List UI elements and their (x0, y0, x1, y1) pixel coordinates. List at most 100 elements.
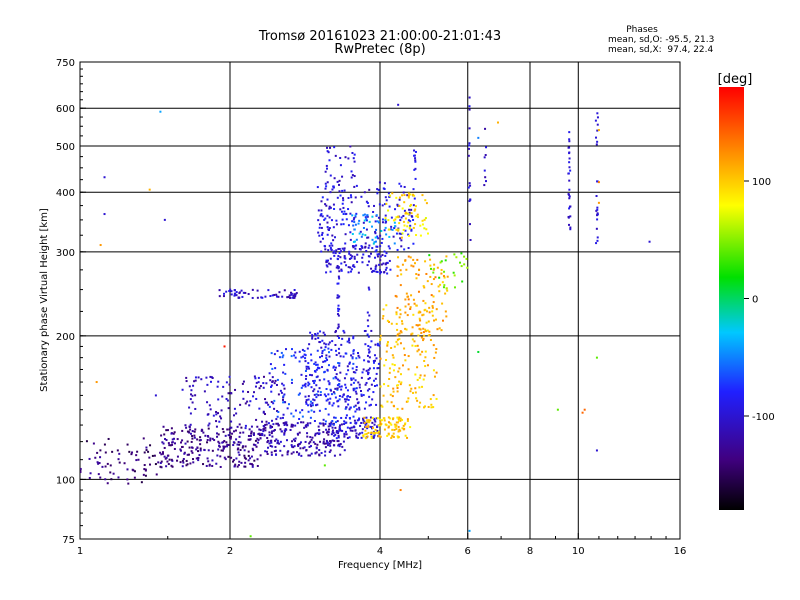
data-point (217, 398, 220, 401)
data-point (338, 379, 341, 382)
data-point (380, 229, 383, 232)
data-point (356, 260, 359, 263)
data-point (282, 396, 285, 399)
data-point (329, 270, 332, 273)
data-point (269, 424, 272, 427)
data-point (399, 330, 402, 333)
data-point (283, 387, 286, 390)
data-point (273, 353, 276, 356)
data-point (406, 436, 409, 439)
data-point (406, 400, 409, 403)
data-point (185, 459, 188, 462)
data-point (179, 449, 182, 452)
data-point (354, 404, 357, 407)
data-point (339, 208, 342, 211)
data-point (352, 335, 355, 338)
data-point (308, 343, 311, 346)
data-point (334, 426, 337, 429)
data-point (325, 431, 328, 434)
data-point (424, 260, 427, 263)
data-point (241, 446, 244, 449)
data-point (395, 340, 398, 343)
data-point (359, 390, 362, 393)
data-point (438, 276, 441, 279)
data-point (230, 293, 233, 296)
data-point (358, 232, 361, 235)
data-point (264, 401, 267, 404)
data-point (320, 452, 323, 455)
data-point (236, 443, 239, 446)
data-point (407, 247, 410, 250)
data-point (396, 334, 399, 337)
data-point (349, 270, 352, 273)
data-point (285, 348, 288, 351)
data-point (421, 385, 424, 388)
data-point (327, 428, 330, 431)
data-point (368, 421, 371, 424)
data-point (329, 440, 332, 443)
data-point (351, 220, 354, 223)
data-point (327, 343, 330, 346)
data-point (390, 436, 393, 439)
data-point (286, 451, 289, 454)
data-point (106, 462, 109, 465)
data-point (264, 429, 267, 432)
data-point (594, 119, 597, 122)
data-point (237, 447, 240, 450)
data-point (330, 433, 333, 436)
data-point (276, 439, 279, 442)
data-point (435, 371, 438, 374)
data-point (412, 226, 415, 229)
data-point (314, 370, 317, 373)
data-point (353, 426, 356, 429)
data-point (256, 441, 259, 444)
data-point (193, 436, 196, 439)
data-point (308, 382, 311, 385)
data-point (395, 424, 398, 427)
data-point (483, 156, 486, 159)
data-point (235, 457, 238, 460)
data-point (347, 271, 350, 274)
data-point (169, 444, 172, 447)
data-point (396, 390, 399, 393)
data-point (370, 267, 373, 270)
data-point (140, 481, 143, 484)
data-point (357, 271, 360, 274)
data-point (425, 202, 428, 205)
data-point (171, 443, 174, 446)
data-point (432, 369, 435, 372)
data-point (265, 420, 268, 423)
data-point (254, 439, 257, 442)
data-point (374, 420, 377, 423)
data-point (254, 377, 257, 380)
data-point (309, 403, 312, 406)
data-point (362, 435, 365, 438)
data-point (145, 449, 148, 452)
data-point (259, 385, 262, 388)
data-point (432, 278, 435, 281)
data-point (316, 363, 319, 366)
data-point (360, 245, 363, 248)
data-point (322, 440, 325, 443)
data-point (440, 260, 443, 263)
data-point (225, 381, 228, 384)
data-point (133, 470, 136, 473)
data-point (423, 218, 426, 221)
data-point (163, 446, 166, 449)
data-point (251, 447, 254, 450)
data-point (353, 255, 356, 258)
data-point (394, 294, 397, 297)
data-point (222, 446, 225, 449)
data-point (381, 254, 384, 257)
data-point (172, 432, 175, 435)
data-point (181, 388, 184, 391)
data-point (417, 290, 420, 293)
data-point (235, 294, 238, 297)
data-point (339, 371, 342, 374)
data-point (374, 268, 377, 271)
data-point (229, 288, 232, 291)
data-point (353, 228, 356, 231)
data-point (172, 437, 175, 440)
data-point (321, 215, 324, 218)
data-point (349, 429, 352, 432)
